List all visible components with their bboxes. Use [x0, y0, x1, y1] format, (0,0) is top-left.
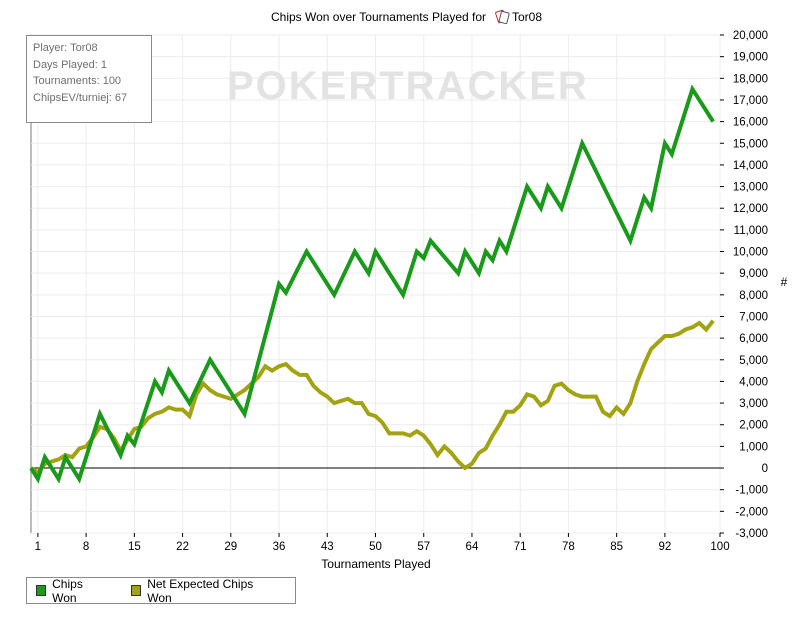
y-tick-label: 15,000 [733, 138, 768, 150]
y-tick-label: 1,000 [739, 441, 768, 453]
x-tick-label: 50 [369, 541, 382, 553]
y-tick-label: 16,000 [733, 117, 768, 129]
y-tick-label: 18,000 [733, 73, 768, 85]
x-tick-label: 78 [562, 541, 575, 553]
legend-label-chips-won: Chips Won [52, 576, 83, 605]
info-tournaments: Tournaments: 100 [33, 75, 122, 87]
x-tick-label: 36 [273, 541, 286, 553]
watermark-logo: POKERTRACKER [227, 64, 589, 108]
y-tick-label: 7,000 [739, 311, 768, 323]
y-tick-label: 4,000 [739, 376, 768, 388]
x-tick-label: 64 [466, 541, 479, 553]
x-tick-label: 22 [176, 541, 189, 553]
y-tick-label: -2,000 [735, 506, 768, 518]
y-tick-label: 8,000 [739, 290, 768, 302]
x-tick-label: 8 [83, 541, 89, 553]
info-chipsev: ChipsEV/turniej: 67 [33, 91, 128, 104]
info-player: Player: Tor08 [33, 42, 98, 54]
y-axis-label: # [781, 275, 788, 289]
y-tick-label: 17,000 [733, 95, 768, 107]
y-tick-label: -3,000 [735, 528, 768, 540]
legend-swatch-chips-won [36, 585, 47, 596]
x-tick-label: 1 [35, 541, 41, 553]
series-line-net-expected [29, 319, 715, 476]
y-tick-label: 3,000 [739, 398, 768, 410]
player-info-box: Player: Tor08 Days Played: 1 Tournaments… [26, 35, 152, 123]
x-tick-label: 71 [514, 541, 527, 553]
y-tick-label: 11,000 [734, 225, 768, 237]
y-tick-label: 9,000 [739, 268, 768, 280]
chart-title: Chips Won over Tournaments Played for [271, 10, 486, 24]
legend-item-chips-won[interactable]: Chips Won [36, 577, 105, 605]
y-tick-label: -1,000 [735, 485, 768, 497]
x-tick-label: 92 [658, 541, 671, 553]
chart-legend: Chips Won Net Expected Chips Won [26, 577, 296, 605]
x-axis-label: Tournaments Played [321, 557, 430, 571]
y-tick-label: 0 [762, 463, 768, 475]
x-tick-label: 15 [128, 541, 141, 553]
legend-swatch-net-expected [131, 585, 142, 596]
y-tick-label: 19,000 [733, 52, 768, 64]
y-tick-label: 10,000 [733, 247, 768, 259]
x-axis-ticks: 1 8 15 22 29 36 43 50 57 64 71 78 85 92 100 [35, 533, 730, 553]
chart-player-name: Tor08 [512, 10, 542, 24]
y-tick-label: 2,000 [739, 420, 768, 432]
y-axis-ticks: -3,000 -2,000 -1,000 0 1,000 2,000 3,000 4,000 5… [720, 30, 768, 540]
series-line-chips-won [29, 84, 715, 484]
x-tick-label: 57 [417, 541, 430, 553]
y-tick-label: 14,000 [733, 160, 768, 172]
x-tick-label: 100 [710, 541, 729, 553]
y-tick-label: 12,000 [733, 203, 768, 215]
info-days-played: Days Played: 1 [33, 58, 107, 71]
x-tick-label: 85 [610, 541, 623, 553]
series-lines [29, 84, 715, 484]
legend-label-net-expected: Net Expected Chips Won [147, 576, 254, 605]
player-logo-icon [495, 9, 510, 25]
y-tick-label: 13,000 [733, 182, 768, 194]
y-tick-label: 6,000 [739, 333, 768, 345]
y-tick-label: 20,000 [733, 30, 768, 42]
legend-item-net-expected[interactable]: Net Expected Chips Won [131, 577, 269, 605]
y-tick-label: 5,000 [739, 355, 768, 367]
x-tick-label: 43 [321, 541, 334, 553]
x-tick-label: 29 [224, 541, 237, 553]
